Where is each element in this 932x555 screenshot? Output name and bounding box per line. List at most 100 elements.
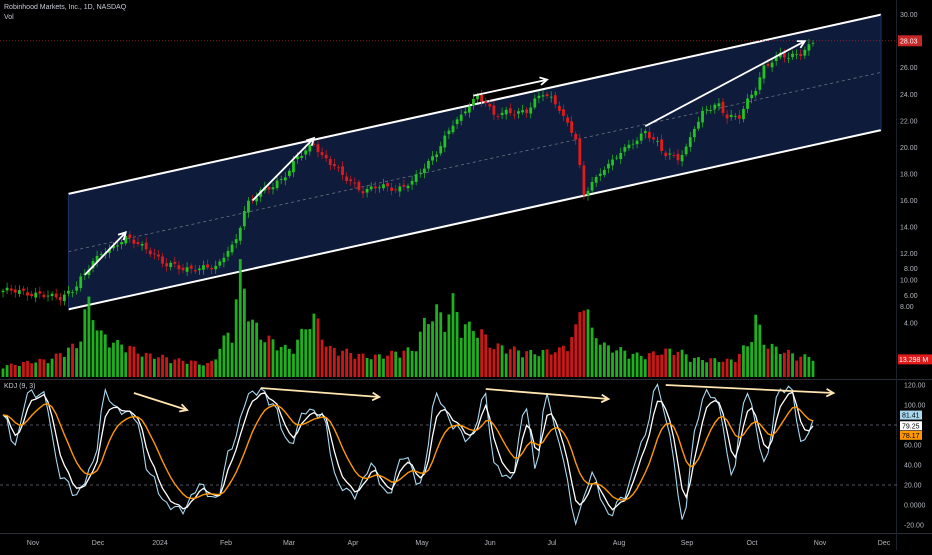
candle-body: [652, 137, 655, 140]
candle-body: [463, 111, 467, 114]
volume-bar: [418, 331, 422, 377]
volume-bar: [570, 337, 574, 377]
volume-bar: [512, 346, 516, 377]
candle-body: [705, 109, 709, 111]
volume-bar: [672, 355, 676, 377]
volume-bar: [746, 346, 749, 377]
volume-bar: [574, 324, 578, 377]
candle-body: [267, 187, 271, 190]
trend-arrow-shaft: [251, 137, 315, 202]
volume-bar: [320, 339, 324, 377]
candle-body: [476, 95, 479, 100]
candle-body: [701, 110, 704, 123]
candle-body: [480, 95, 484, 102]
volume-bar: [733, 361, 737, 377]
kdj-k-line: [2, 391, 814, 511]
volume-bar: [300, 328, 304, 377]
candle-body: [410, 180, 414, 185]
candle-body: [390, 187, 394, 191]
volume-bar: [582, 310, 586, 377]
candle-body: [631, 143, 635, 145]
candle-body: [136, 242, 140, 245]
volume-bar: [132, 346, 136, 377]
candle-body: [774, 55, 778, 62]
volume-bar: [697, 357, 700, 377]
volume-bar: [619, 347, 623, 377]
candle-body: [643, 131, 647, 134]
price-axis-tick-label: 12.00: [900, 251, 918, 258]
volume-bar: [615, 350, 619, 377]
last-price-value: 28.03: [900, 38, 918, 45]
volume-bar: [181, 360, 185, 377]
volume-bar: [623, 350, 627, 377]
candle-body: [46, 295, 50, 297]
volume-bar: [271, 339, 275, 377]
volume-bar: [173, 359, 177, 377]
volume-bar: [116, 339, 119, 377]
candle-body: [341, 166, 344, 175]
candle-body: [770, 62, 774, 68]
volume-bar: [414, 351, 418, 377]
candle-body: [38, 291, 42, 294]
volume-bar: [247, 321, 250, 377]
trend-arrow-shaft: [473, 78, 548, 97]
volume-bar: [283, 344, 287, 377]
candle-body: [283, 177, 287, 181]
candle-body: [517, 111, 520, 114]
time-axis-tick-label: Jun: [484, 540, 495, 547]
candle-body: [206, 264, 209, 268]
candle-body: [607, 163, 610, 169]
candle-body: [578, 138, 582, 166]
candle-body: [394, 189, 398, 191]
time-axis-tick-label: Nov: [814, 540, 827, 547]
volume-bar: [713, 358, 717, 377]
kdj-k-tag: [900, 421, 922, 431]
volume-bar: [67, 347, 70, 377]
candle-body: [598, 173, 602, 176]
candle-body: [173, 261, 177, 264]
candle-body: [541, 95, 545, 97]
volume-bar: [701, 360, 704, 377]
volume-bar: [521, 357, 524, 377]
volume-bar: [62, 356, 66, 377]
volume-bar: [255, 322, 259, 377]
volume-bar: [676, 351, 680, 377]
candle-body: [504, 109, 508, 115]
kdj-axis-tick-label: 100.00: [904, 403, 926, 410]
candle-body: [721, 101, 725, 113]
candle-body: [795, 53, 799, 55]
candle-body: [615, 157, 619, 159]
candle-body: [799, 53, 803, 56]
volume-bar: [157, 357, 160, 377]
volume-bar: [140, 356, 144, 377]
candle-body: [324, 154, 328, 159]
volume-bar: [324, 346, 328, 377]
candle-body: [210, 267, 214, 270]
volume-bar: [361, 353, 365, 377]
volume-bar: [103, 334, 107, 377]
volume-bar: [316, 318, 320, 377]
candle-body: [406, 185, 410, 189]
volume-bar: [455, 312, 459, 377]
candle-body: [484, 101, 488, 104]
candle-body: [566, 117, 569, 123]
volume-bar: [152, 358, 156, 377]
candle-body: [512, 114, 516, 116]
candle-body: [467, 106, 471, 113]
volume-bar: [480, 329, 484, 377]
kdj-trend-arrow-head: [179, 403, 189, 413]
candle-body: [733, 115, 737, 117]
volume-bar: [54, 353, 58, 377]
volume-bar: [5, 365, 9, 377]
candle-body: [42, 294, 46, 298]
candle-body: [247, 200, 250, 213]
candle-body: [337, 167, 340, 169]
volume-bar: [238, 259, 242, 377]
candle-body: [435, 154, 439, 158]
volume-bar: [345, 348, 349, 377]
time-axis-tick-label: Dec: [878, 540, 891, 547]
candle-body: [353, 182, 357, 184]
volume-bar: [124, 352, 128, 377]
volume-bar: [639, 355, 643, 377]
volume-bar: [75, 348, 79, 377]
